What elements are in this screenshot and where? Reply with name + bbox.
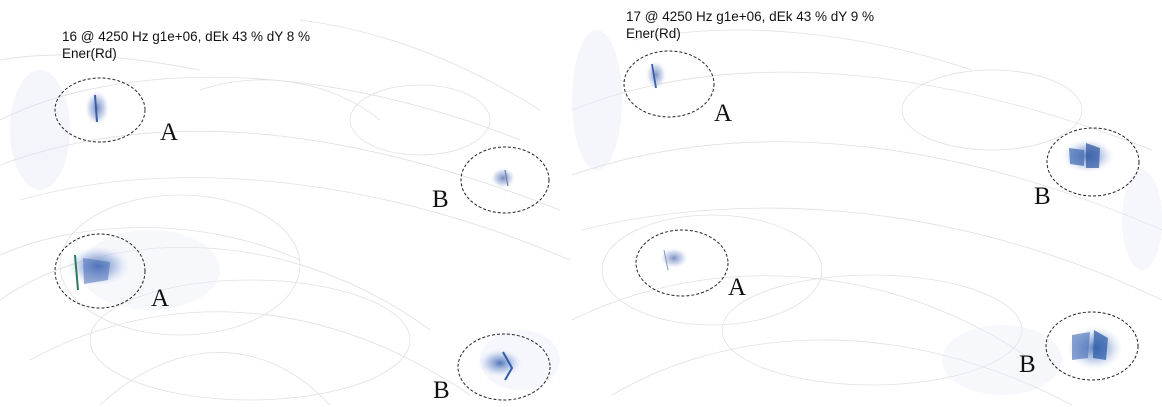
quantity-label: Ener(Rd) xyxy=(626,26,681,41)
plot-caption: 16 @ 4250 Hz g1e+06, dEk 43 % dY 8 % Ene… xyxy=(62,28,310,62)
plot-caption: 17 @ 4250 Hz g1e+06, dEk 43 % dY 9 % Ene… xyxy=(626,8,874,42)
region-ellipse-lower-a xyxy=(635,229,729,297)
region-ellipse-lower-a xyxy=(54,233,146,309)
energy-blob-upper-b xyxy=(1062,139,1114,173)
plot-title: 16 @ 4250 Hz g1e+06, dEk 43 % dY 8 % xyxy=(62,29,310,44)
region-ellipse-lower-b xyxy=(457,333,551,401)
energy-blob-upper-b xyxy=(491,168,515,188)
energy-blob-lower-a xyxy=(660,248,688,271)
region-ellipse-upper-b xyxy=(1046,127,1140,197)
energy-blob-upper-a xyxy=(85,91,109,125)
energy-blob-lower-b xyxy=(1067,326,1123,370)
energy-map-panel-17: 17 @ 4250 Hz g1e+06, dEk 43 % dY 9 % Ene… xyxy=(572,0,1162,407)
plot-title: 17 @ 4250 Hz g1e+06, dEk 43 % dY 9 % xyxy=(626,9,874,24)
marker-lower-a: A xyxy=(151,285,170,312)
energy-blob-lower-a xyxy=(66,246,130,291)
marker-upper-b: B xyxy=(432,186,449,213)
energy-map-plot xyxy=(572,29,1162,406)
region-ellipse-upper-a xyxy=(54,77,146,143)
marker-lower-b: B xyxy=(433,377,450,404)
marker-lower-a: A xyxy=(728,274,747,301)
energy-map-plot xyxy=(0,19,571,406)
region-ellipse-upper-a xyxy=(623,50,715,118)
marker-upper-a: A xyxy=(160,119,179,146)
marker-upper-a: A xyxy=(714,100,733,127)
quantity-label: Ener(Rd) xyxy=(62,46,117,61)
marker-lower-b: B xyxy=(1019,351,1036,378)
background-haze xyxy=(572,30,1162,395)
energy-blob-lower-b xyxy=(478,349,522,381)
marker-upper-b: B xyxy=(1034,183,1051,210)
background-field-lines xyxy=(0,19,571,406)
energy-map-panel-16: 16 @ 4250 Hz g1e+06, dEk 43 % dY 8 % Ene… xyxy=(0,0,572,407)
background-field-lines xyxy=(572,29,1162,406)
energy-blob-upper-a xyxy=(646,61,666,89)
region-ellipse-upper-b xyxy=(460,146,550,214)
region-ellipse-lower-b xyxy=(1045,311,1139,381)
